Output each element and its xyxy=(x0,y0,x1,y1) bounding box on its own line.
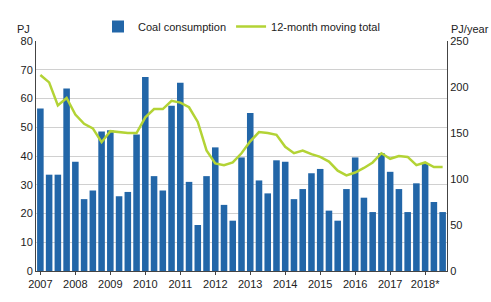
svg-text:2015: 2015 xyxy=(308,278,332,290)
svg-text:0: 0 xyxy=(27,265,33,277)
svg-text:100: 100 xyxy=(450,173,468,185)
svg-text:2018*: 2018* xyxy=(411,278,440,290)
svg-text:2017: 2017 xyxy=(378,278,402,290)
svg-text:Coal consumption: Coal consumption xyxy=(138,21,226,33)
svg-text:2008: 2008 xyxy=(63,278,87,290)
svg-text:2012: 2012 xyxy=(203,278,227,290)
svg-text:80: 80 xyxy=(21,35,33,47)
svg-text:250: 250 xyxy=(450,35,468,47)
svg-text:2010: 2010 xyxy=(133,278,157,290)
svg-text:50: 50 xyxy=(21,121,33,133)
svg-text:2009: 2009 xyxy=(98,278,122,290)
svg-text:70: 70 xyxy=(21,64,33,76)
svg-text:10: 10 xyxy=(21,236,33,248)
svg-text:12-month moving total: 12-month moving total xyxy=(271,21,380,33)
svg-text:2013: 2013 xyxy=(238,278,262,290)
svg-text:30: 30 xyxy=(21,179,33,191)
svg-text:40: 40 xyxy=(21,150,33,162)
svg-text:2016: 2016 xyxy=(343,278,367,290)
svg-text:20: 20 xyxy=(21,207,33,219)
svg-text:0: 0 xyxy=(450,265,456,277)
svg-text:2011: 2011 xyxy=(168,278,192,290)
svg-text:PJ/year: PJ/year xyxy=(451,23,489,35)
svg-text:PJ: PJ xyxy=(17,23,30,35)
svg-text:50: 50 xyxy=(450,219,462,231)
svg-text:2007: 2007 xyxy=(28,278,52,290)
svg-text:150: 150 xyxy=(450,127,468,139)
svg-text:2014: 2014 xyxy=(273,278,297,290)
svg-text:200: 200 xyxy=(450,81,468,93)
svg-text:60: 60 xyxy=(21,92,33,104)
